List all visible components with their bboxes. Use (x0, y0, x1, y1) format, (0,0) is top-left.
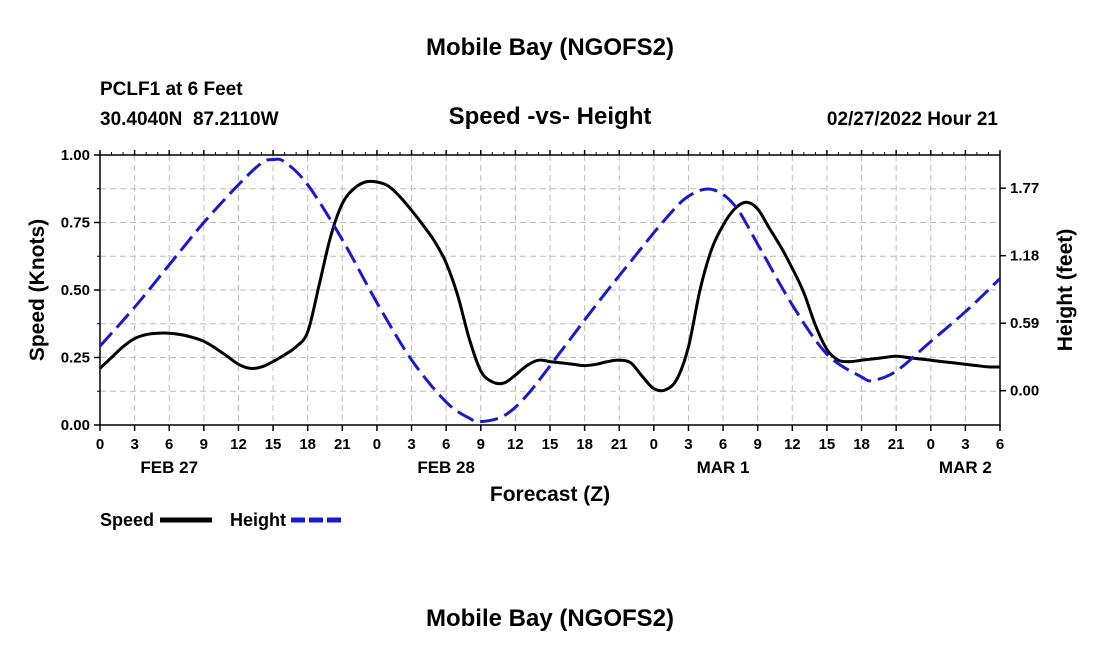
x-tick-label: 3 (684, 436, 692, 453)
date-label: FEB 27 (140, 458, 198, 477)
date-label: MAR 2 (939, 458, 992, 477)
right-tick-label: 1.18 (1010, 248, 1039, 265)
x-tick-label: 3 (961, 436, 969, 453)
x-tick-label: 9 (200, 436, 208, 453)
x-tick-label: 0 (96, 436, 104, 453)
x-tick-label: 21 (334, 436, 351, 453)
x-tick-label: 18 (853, 436, 870, 453)
legend-label-speed: Speed (100, 510, 154, 530)
chart-subtitle: Speed -vs- Height (449, 103, 652, 130)
series-line-speed (100, 179, 1000, 393)
x-tick-label: 0 (650, 436, 658, 453)
x-axis: 0 3 6 9 12 15 18 21 0 3 6 9 12 15 18 21 0 3 6 9 12 15 18 21 0 3 6 F… (96, 150, 1004, 477)
x-tick-label: 12 (507, 436, 524, 453)
left-tick-label: 0.25 (61, 350, 90, 367)
x-tick-label: 0 (373, 436, 381, 453)
datetime-label: 02/27/2022 Hour 21 (827, 109, 999, 130)
left-tick-label: 0.50 (61, 282, 90, 299)
footer-title: Mobile Bay (NGOFS2) (426, 605, 674, 632)
x-tick-label: 21 (611, 436, 628, 453)
x-tick-label: 18 (576, 436, 593, 453)
left-tick-label: 1.00 (61, 147, 90, 164)
left-tick-label: 0.00 (61, 417, 90, 434)
y-axis-left-title: Speed (Knots) (26, 219, 49, 361)
date-label: FEB 28 (417, 458, 475, 477)
x-tick-label: 15 (265, 436, 282, 453)
x-axis-title: Forecast (Z) (490, 483, 610, 506)
legend-label-height: Height (230, 510, 286, 530)
coords-label: 30.4040N 87.2110W (100, 109, 279, 130)
right-tick-label: 0.00 (1010, 383, 1039, 400)
grid-lines (100, 155, 1000, 425)
right-tick-label: 1.77 (1010, 180, 1039, 197)
date-label: MAR 1 (697, 458, 750, 477)
series-line-height (100, 157, 1000, 424)
x-tick-label: 9 (754, 436, 762, 453)
x-tick-label: 3 (130, 436, 138, 453)
x-tick-label: 6 (442, 436, 450, 453)
station-label: PCLF1 at 6 Feet (100, 79, 243, 100)
x-tick-label: 6 (719, 436, 727, 453)
x-tick-label: 15 (542, 436, 559, 453)
x-tick-label: 18 (299, 436, 316, 453)
series-layer (100, 157, 1000, 424)
x-tick-label: 21 (888, 436, 905, 453)
x-tick-label: 3 (407, 436, 415, 453)
y-axis-right-title: Height (feet) (1054, 229, 1077, 352)
x-tick-label: 6 (165, 436, 173, 453)
left-tick-label: 0.75 (61, 215, 90, 232)
x-tick-label: 12 (784, 436, 801, 453)
right-tick-label: 0.59 (1010, 315, 1039, 332)
chart-title: Mobile Bay (NGOFS2) (426, 34, 674, 61)
left-axis: 0.00 0.25 0.50 0.75 1.00 (61, 147, 100, 434)
x-tick-label: 9 (477, 436, 485, 453)
legend: Speed Height (100, 510, 343, 530)
x-tick-label: 12 (230, 436, 247, 453)
right-axis: 0.00 0.59 1.18 1.77 (1000, 180, 1039, 400)
x-tick-label: 6 (996, 436, 1004, 453)
x-tick-label: 0 (927, 436, 935, 453)
x-tick-label: 15 (819, 436, 836, 453)
